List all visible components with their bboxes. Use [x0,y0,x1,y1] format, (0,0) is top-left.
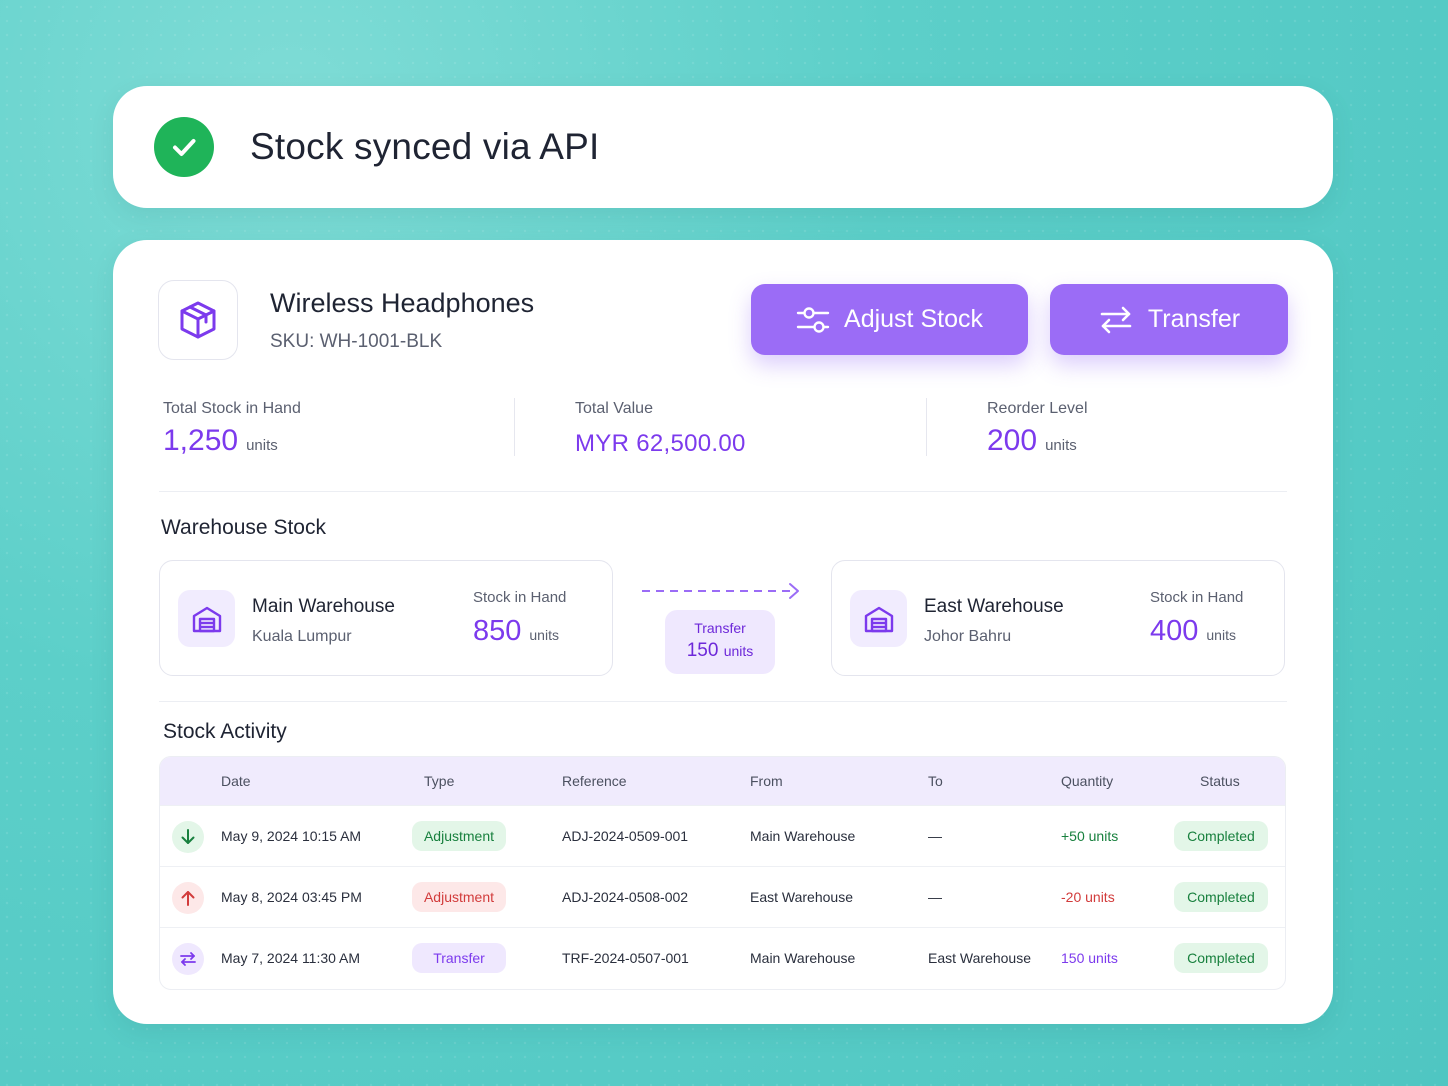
column-header-to: To [928,773,943,789]
transfer-quantity-badge: Transfer 150 units [665,610,775,674]
row-to: — [928,889,942,905]
stat-label: Reorder Level [987,400,1088,417]
column-header-type: Type [424,773,455,789]
stat-label: Total Stock in Hand [163,400,301,417]
divider [926,398,927,456]
row-date: May 8, 2024 03:45 PM [221,889,362,905]
row-to: East Warehouse [928,950,1031,966]
warehouse-city: Johor Bahru [924,628,1012,645]
divider [159,701,1287,702]
stock-label: Stock in Hand [473,589,567,606]
warehouse-card-east[interactable]: East Warehouse Johor Bahru Stock in Hand… [831,560,1285,676]
table-row[interactable]: May 7, 2024 11:30 AM Transfer TRF-2024-0… [160,927,1285,988]
column-header-date: Date [221,773,251,789]
column-header-quantity: Quantity [1061,773,1114,789]
transfer-arrows-icon [1100,306,1132,333]
warehouse-stock-title: Warehouse Stock [161,516,326,539]
transfer-arrows-icon [172,943,204,975]
column-header-reference: Reference [562,773,627,789]
row-reference: ADJ-2024-0508-002 [562,889,689,905]
product-stock-card: Wireless Headphones SKU: WH-1001-BLK Adj… [113,240,1333,1024]
transfer-label: Transfer [1147,305,1241,333]
row-reference: TRF-2024-0507-001 [562,950,689,966]
stat-value: 1,250 units [163,424,278,457]
stat-label: Total Value [575,400,653,417]
product-sku: SKU: WH-1001-BLK [270,331,443,352]
warehouse-icon [178,590,235,647]
column-header-status: Status [1200,773,1240,789]
stock-value: 850 units [473,615,559,647]
transfer-badge-label: Transfer [694,620,746,636]
stat-value: 200 units [987,424,1077,457]
divider [514,398,515,456]
box-icon [158,280,238,360]
dashed-arrow-icon [642,583,799,599]
warehouse-name: Main Warehouse [252,596,395,617]
sync-toast: Stock synced via API [113,86,1333,208]
row-date: May 7, 2024 11:30 AM [221,950,361,966]
stat-total-stock: Total Stock in Hand 1,250 units [163,400,301,458]
row-from: Main Warehouse [750,828,856,844]
check-circle-icon [154,117,214,177]
divider [159,491,1287,492]
row-quantity: -20 units [1061,889,1115,905]
transfer-badge-value: 150 units [686,640,754,661]
adjust-stock-button[interactable]: Adjust Stock [751,284,1028,355]
toast-message: Stock synced via API [250,126,600,167]
row-from: East Warehouse [750,889,853,905]
row-from: Main Warehouse [750,950,856,966]
type-badge: Transfer [412,943,506,973]
adjust-stock-label: Adjust Stock [844,305,983,333]
status-badge: Completed [1174,882,1268,912]
arrow-down-icon [172,821,204,853]
sliders-icon [796,306,830,333]
status-badge: Completed [1174,943,1268,973]
warehouse-city: Kuala Lumpur [252,628,352,645]
stock-value: 400 units [1150,615,1236,647]
status-badge: Completed [1174,821,1268,851]
row-quantity: 150 units [1061,950,1118,966]
product-name: Wireless Headphones [270,288,535,318]
row-quantity: +50 units [1061,828,1119,844]
warehouse-name: East Warehouse [924,596,1064,617]
type-badge: Adjustment [412,821,506,851]
stat-value: MYR 62,500.00 [575,430,746,457]
table-row[interactable]: May 9, 2024 10:15 AM Adjustment ADJ-2024… [160,805,1285,866]
arrow-up-icon [172,882,204,914]
row-to: — [928,828,942,844]
stock-activity-title: Stock Activity [163,720,287,743]
row-date: May 9, 2024 10:15 AM [221,828,362,844]
stat-reorder-level: Reorder Level 200 units [987,400,1088,458]
table-row[interactable]: May 8, 2024 03:45 PM Adjustment ADJ-2024… [160,866,1285,927]
warehouse-card-main[interactable]: Main Warehouse Kuala Lumpur Stock in Han… [159,560,613,676]
table-header: Date Type Reference From To Quantity Sta… [160,757,1285,805]
column-header-from: From [750,773,783,789]
row-reference: ADJ-2024-0509-001 [562,828,689,844]
stock-label: Stock in Hand [1150,589,1244,606]
stat-total-value: Total Value MYR 62,500.00 [575,400,746,458]
transfer-button[interactable]: Transfer [1050,284,1288,355]
stock-activity-table: Date Type Reference From To Quantity Sta… [159,756,1286,990]
warehouse-icon [850,590,907,647]
type-badge: Adjustment [412,882,506,912]
